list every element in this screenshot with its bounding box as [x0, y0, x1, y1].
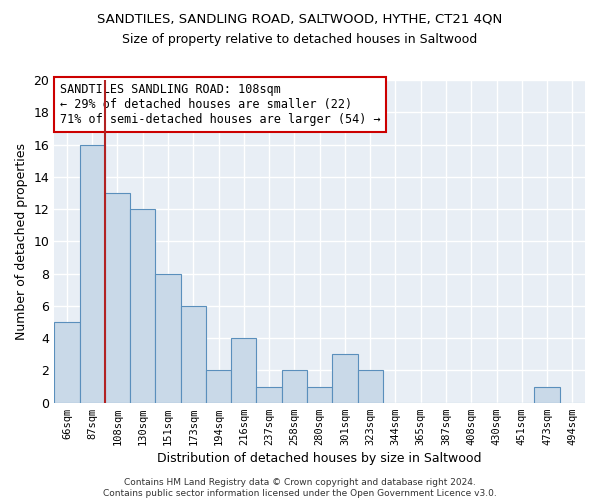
Text: SANDTILES, SANDLING ROAD, SALTWOOD, HYTHE, CT21 4QN: SANDTILES, SANDLING ROAD, SALTWOOD, HYTH…: [97, 12, 503, 26]
Bar: [535, 386, 560, 402]
Bar: [307, 386, 332, 402]
X-axis label: Distribution of detached houses by size in Saltwood: Distribution of detached houses by size …: [157, 452, 482, 465]
Bar: [282, 370, 307, 402]
Bar: [332, 354, 358, 403]
Y-axis label: Number of detached properties: Number of detached properties: [15, 143, 28, 340]
Bar: [54, 322, 80, 402]
Bar: [231, 338, 256, 402]
Text: Contains HM Land Registry data © Crown copyright and database right 2024.
Contai: Contains HM Land Registry data © Crown c…: [103, 478, 497, 498]
Text: SANDTILES SANDLING ROAD: 108sqm
← 29% of detached houses are smaller (22)
71% of: SANDTILES SANDLING ROAD: 108sqm ← 29% of…: [59, 83, 380, 126]
Bar: [130, 209, 155, 402]
Bar: [256, 386, 282, 402]
Bar: [105, 193, 130, 402]
Bar: [181, 306, 206, 402]
Bar: [206, 370, 231, 402]
Bar: [80, 144, 105, 402]
Text: Size of property relative to detached houses in Saltwood: Size of property relative to detached ho…: [122, 32, 478, 46]
Bar: [155, 274, 181, 402]
Bar: [358, 370, 383, 402]
